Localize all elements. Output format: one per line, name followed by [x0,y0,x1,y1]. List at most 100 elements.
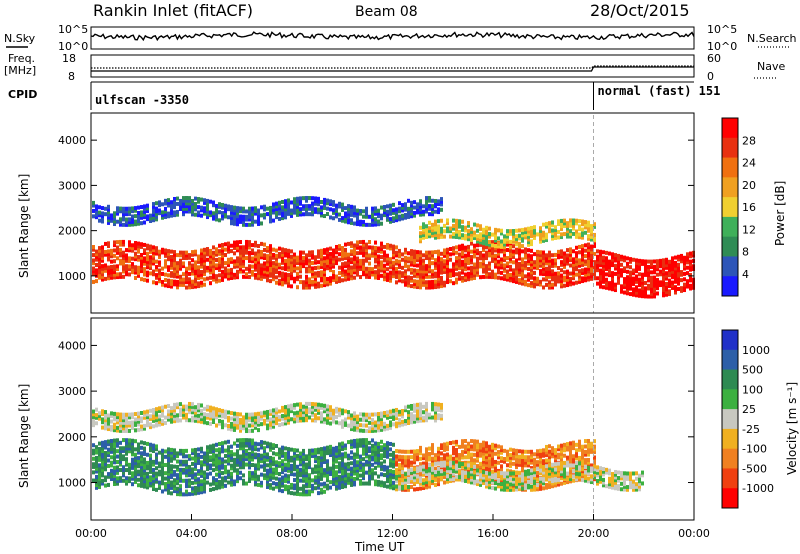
heatmap-cell [623,279,626,284]
heatmap-cell [248,443,251,448]
heatmap-cell [287,211,290,216]
heatmap-cell [350,218,353,223]
heatmap-cell [383,424,386,429]
heatmap-cell [419,258,422,263]
heatmap-cell [152,459,155,464]
heatmap-cell [440,278,443,283]
heatmap-cell [176,416,179,421]
heatmap-cell [497,270,500,275]
heatmap-cell [440,262,443,267]
heatmap-cell [614,282,617,287]
heatmap-cell [173,205,176,210]
heatmap-cell [458,255,461,260]
heatmap-cell [611,276,614,281]
heatmap-cell [266,455,269,460]
heatmap-cell [182,415,185,420]
heatmap-cell [269,271,272,276]
heatmap-cell [500,249,503,254]
heatmap-cell [347,266,350,271]
heatmap-cell [353,457,356,462]
heatmap-cell [257,411,260,416]
heatmap-cell [374,425,377,430]
heatmap-cell [383,445,386,450]
heatmap-cell [233,259,236,264]
heatmap-cell [164,476,167,481]
heatmap-cell [386,209,389,214]
heatmap-cell [353,427,356,432]
heatmap-cell [197,273,200,278]
heatmap-cell [98,251,101,256]
heatmap-cell [407,256,410,261]
heatmap-cell [203,417,206,422]
heatmap-cell [329,447,332,452]
heatmap-cell [218,482,221,487]
heatmap-cell [335,279,338,284]
heatmap-cell [533,265,536,270]
heatmap-cell [254,240,257,245]
heatmap-cell [308,473,311,478]
heatmap-cell [620,284,623,289]
heatmap-cell [302,465,305,470]
heatmap-cell [302,206,305,211]
heatmap-cell [194,410,197,415]
heatmap-cell [629,270,632,275]
heatmap-cell [239,459,242,464]
colorbar-swatch [722,177,738,198]
heatmap-cell [446,277,449,282]
heatmap-cell [362,446,365,451]
heatmap-cell [398,201,401,206]
heatmap-cell [527,237,530,242]
heatmap-cell [329,265,332,270]
heatmap-cell [404,213,407,218]
heatmap-cell [215,464,218,469]
heatmap-cell [332,414,335,419]
heatmap-cell [662,269,665,274]
heatmap-cell [683,288,686,293]
heatmap-cell [140,244,143,249]
heatmap-cell [635,269,638,274]
heatmap-cell [119,446,122,451]
heatmap-cell [359,478,362,483]
heatmap-cell [287,447,290,452]
heatmap-cell [113,411,116,416]
heatmap-cell [275,215,278,220]
heatmap-cell [197,469,200,474]
heatmap-cell [173,199,176,204]
heatmap-cell [233,221,236,226]
heatmap-cell [488,274,491,279]
heatmap-cell [122,222,125,227]
heatmap-cell [491,272,494,277]
heatmap-cell [347,214,350,219]
heatmap-cell [503,268,506,273]
heatmap-cell [236,222,239,227]
heatmap-cell [233,441,236,446]
heatmap-cell [98,259,101,264]
heatmap-cell [293,205,296,210]
heatmap-cell [482,245,485,250]
heatmap-cell [356,465,359,470]
heatmap-cell [353,441,356,446]
heatmap-cell [347,478,350,483]
heatmap-cell [137,458,140,463]
heatmap-cell [365,212,368,217]
heatmap-cell [236,272,239,277]
heatmap-cell [386,413,389,418]
heatmap-cell [392,442,395,447]
heatmap-cell [302,256,305,261]
heatmap-cell [431,206,434,211]
heatmap-cell [353,466,356,471]
heatmap-cell [329,444,332,449]
heatmap-cell [293,491,296,496]
heatmap-cell [245,242,248,247]
heatmap-cell [431,271,434,276]
heatmap-cell [149,448,152,453]
heatmap-cell [230,452,233,457]
heatmap-cell [257,414,260,419]
heatmap-cell [140,467,143,472]
heatmap-cell [437,265,440,270]
heatmap-cell [134,477,137,482]
heatmap-cell [206,209,209,214]
heatmap-cell [284,280,287,285]
heatmap-cell [584,225,587,230]
heatmap-cell [110,474,113,479]
